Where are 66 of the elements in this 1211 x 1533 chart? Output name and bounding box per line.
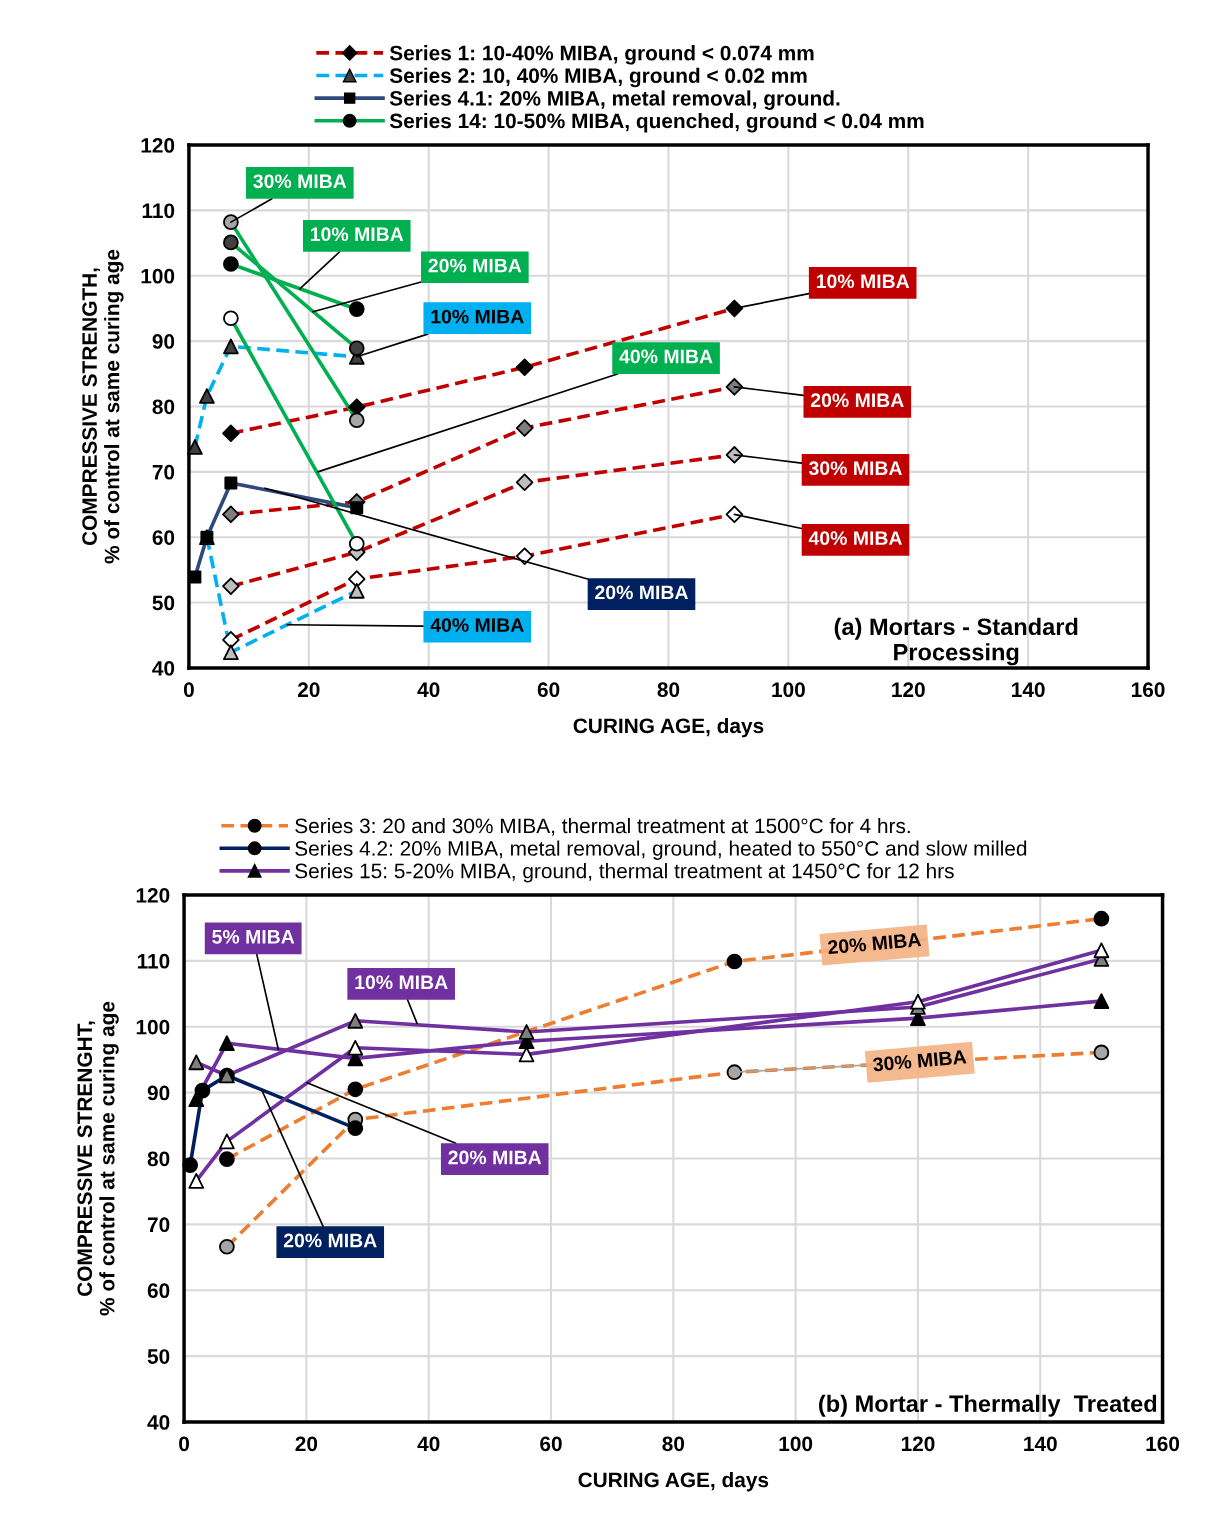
legend-label: Series 15: 5-20% MIBA, ground, thermal treatment at 1450°C for 12 hrs [295,863,954,883]
y-axis-title: COMPRESSIVE STRENGHT, % of control at same curing age [77,1001,119,1316]
y-axis-title: COMPRESSIVE STRENGTH, % of control at same curing age [82,249,124,564]
y-tick-label: 80 [147,1151,170,1167]
annotation: 10% MIBA [355,975,448,990]
y-tick-label: 120 [141,138,175,153]
annotation: 30% MIBA [253,174,347,189]
annotation: 10% MIBA [431,309,524,324]
legend-label: Series 3: 20 and 30% MIBA, thermal treatment at 1500°C for 4 hrs. [295,817,910,836]
y-tick-label: 40 [147,1415,170,1430]
y-tick-label: 110 [142,203,175,219]
text: (a) Mortars - Standard Processing [834,617,1078,666]
annotation: 20% MIBA [595,585,688,600]
legend-label: Series 2: 10, 40% MIBA, ground < 0.02 mm [389,67,807,88]
y-tick-label: 120 [136,887,170,903]
x-tick-label: 140 [1024,1436,1057,1452]
y-tick-label: 90 [147,1085,170,1101]
y-tick-label: 50 [147,1349,170,1364]
y-tick-label: 110 [137,953,170,969]
y-tick-label: 50 [152,595,175,611]
annotation: 20% MIBA [810,393,904,408]
annotation: 40% MIBA [430,618,524,632]
x-tick-label: 100 [779,1436,813,1452]
y-tick-label: 60 [147,1283,170,1298]
x-tick-label: 120 [892,682,925,698]
y-tick-label: 100 [136,1019,170,1035]
x-tick-label: 20 [297,682,320,698]
annotation: 20% MIBA [283,1233,377,1248]
legend-label: Series 14: 10-50% MIBA, quenched, ground < 0.04 mm [389,113,924,133]
annotation: 30% MIBA [808,461,902,476]
x-tick-label: 160 [1146,1436,1180,1452]
annotation: 10% MIBA [816,274,910,289]
x-tick-label: 0 [179,1436,190,1452]
x-axis-title: CURING AGE, days [573,717,764,738]
annotation: 40% MIBA [808,531,902,546]
x-tick-label: 20 [295,1436,318,1452]
x-tick-label: 100 [772,682,805,698]
legend-label: Series 4.1: 20% MIBA, metal removal, ground. [389,90,840,110]
legend-label: Series 4.2: 20% MIBA, metal removal, ground, heated to 550°C and slow milled [295,840,1027,860]
x-axis-title: CURING AGE, days [578,1471,769,1492]
x-tick-label: 160 [1131,682,1165,698]
y-tick-label: 40 [152,660,175,676]
x-tick-label: 80 [657,682,680,698]
y-tick-label: 60 [152,530,175,545]
x-tick-label: 40 [417,1436,440,1452]
x-tick-label: 120 [901,1436,935,1452]
annotation: 10% MIBA [310,227,404,242]
annotation: 40% MIBA [619,349,713,364]
annotation: 20% MIBA [428,258,522,273]
legend-label: Series 1: 10-40% MIBA, ground < 0.074 mm [389,45,814,65]
y-tick-label: 80 [152,399,175,415]
annotation: 20% MIBA [448,1150,542,1165]
annotation: 5% MIBA [212,929,295,944]
y-tick-label: 70 [152,464,175,480]
text: (b) Mortar - Thermally Treated [819,1394,1157,1417]
y-tick-label: 90 [152,334,175,349]
x-tick-label: 60 [537,682,560,698]
x-tick-label: 40 [417,682,440,698]
x-tick-label: 140 [1012,682,1045,698]
x-tick-label: 60 [540,1436,562,1452]
y-tick-label: 70 [147,1217,170,1233]
annotation: 30% MIBA [872,1049,967,1072]
annotation: 20% MIBA [827,932,922,955]
x-tick-label: 80 [662,1436,685,1452]
y-tick-label: 100 [141,268,175,284]
x-tick-label: 0 [183,682,194,698]
